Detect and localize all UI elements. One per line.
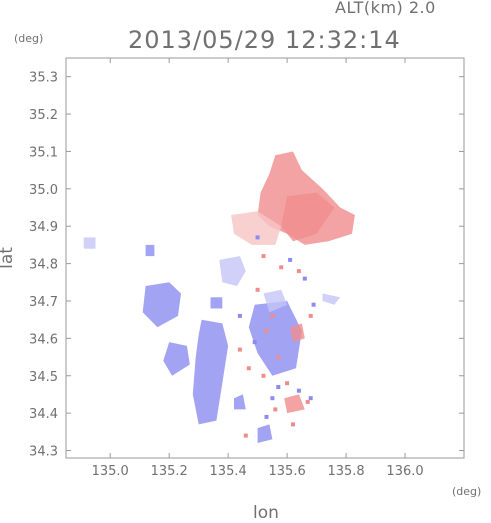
echo-region-negative_light [83,237,96,249]
echo-speckle-negative [276,385,281,389]
y-tick-label: 35.0 [29,183,58,198]
echo-speckle-positive [296,269,301,274]
echo-region-negative [192,319,229,425]
x-tick-label: 135.0 [92,464,129,479]
echo-speckle-positive [261,254,266,259]
echo-speckle-positive [270,313,275,318]
echo-region-negative [248,301,302,376]
echo-speckle-positive [264,328,269,333]
plot-frame [65,57,465,459]
x-tick-label: 135.2 [151,464,188,479]
x-tick-label: 135.8 [327,464,364,479]
echo-region-positive [284,394,305,414]
echo-speckle-positive [276,355,281,360]
timestamp-title: 2013/05/29 12:32:14 [128,26,401,54]
y-tick-label: 34.9 [29,220,58,235]
y-unit-label: (deg) [14,32,44,45]
x-axis-label: lon [253,503,279,523]
echo-region-negative_light [322,293,341,305]
y-tick-label: 34.7 [29,295,58,310]
x-tick-label: 136.0 [386,464,423,479]
y-tick-label: 34.5 [29,370,58,385]
echo-speckle-positive [308,313,313,318]
y-tick-label: 34.6 [29,332,58,347]
echo-region-positive [281,192,335,242]
echo-speckle-positive [291,422,295,427]
echo-region-positive_light [231,211,282,245]
x-unit-label: (deg) [452,485,482,498]
y-tick-label: 35.1 [29,145,58,160]
echo-speckle-positive [279,265,284,270]
echo-speckle-negative [264,414,269,419]
echo-region-negative [163,342,190,376]
echo-region-negative_light [219,256,246,286]
echo-speckle-negative [288,257,293,262]
echo-region-negative [145,244,155,257]
echo-speckle-positive [246,366,251,371]
echo-speckle-positive [305,399,310,404]
echo-region-negative [210,297,223,309]
echo-region-negative [234,394,246,410]
echo-speckle-negative [270,396,275,401]
echo-speckle-negative [311,302,316,307]
echo-speckle-positive [255,287,260,292]
x-tick-label: 135.4 [210,464,247,479]
echo-speckle-negative [237,313,242,318]
x-tick-label: 135.6 [269,464,306,479]
echo-speckle-negative [252,340,257,345]
axis-ticks: 135.0 135.2 135.4 135.6 135.8 136.0 34.3 34.4 34… [29,58,464,479]
y-tick-label: 35.2 [29,108,58,123]
echo-region-positive [290,323,305,343]
y-tick-label: 34.8 [29,258,58,273]
echo-region-negative_light [263,289,288,313]
altitude-label: ALT(km) 2.0 [335,0,436,17]
echo-speckle-positive [237,347,242,352]
echo-speckle-negative [296,388,301,393]
echo-speckle-negative [255,235,260,240]
y-tick-label: 34.4 [29,407,58,422]
echo-speckle-positive [273,407,278,412]
echo-speckle-positive [261,373,266,378]
echo-region-negative [257,424,273,443]
velocity-field [83,151,355,443]
y-tick-label: 35.3 [29,71,58,86]
y-tick-label: 34.3 [29,445,58,460]
echo-speckle-positive [285,381,290,386]
echo-region-negative [142,282,181,328]
echo-speckle-negative [302,276,307,281]
echo-speckle-negative [308,396,313,401]
echo-speckle-positive [243,433,248,438]
